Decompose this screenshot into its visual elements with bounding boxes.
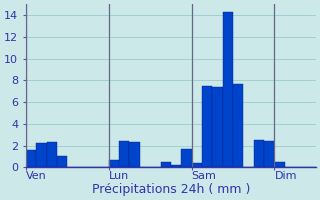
- Bar: [181, 149, 192, 167]
- Bar: [57, 156, 67, 167]
- Bar: [26, 150, 36, 167]
- Bar: [223, 12, 233, 167]
- Bar: [36, 143, 47, 167]
- Bar: [47, 142, 57, 167]
- Bar: [254, 140, 264, 167]
- Bar: [264, 141, 275, 167]
- Bar: [202, 86, 212, 167]
- Bar: [275, 162, 285, 167]
- Bar: [233, 84, 243, 167]
- Bar: [192, 163, 202, 167]
- Bar: [161, 162, 171, 167]
- Bar: [130, 142, 140, 167]
- Bar: [119, 141, 130, 167]
- Bar: [109, 160, 119, 167]
- X-axis label: Précipitations 24h ( mm ): Précipitations 24h ( mm ): [92, 183, 250, 196]
- Bar: [212, 87, 223, 167]
- Bar: [171, 165, 181, 167]
